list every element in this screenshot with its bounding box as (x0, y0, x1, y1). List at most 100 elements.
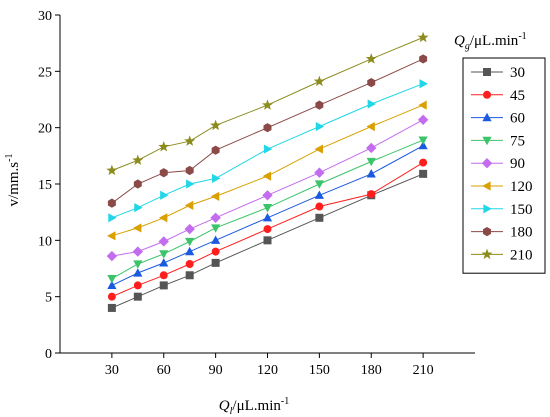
series-150 (108, 79, 428, 223)
data-point (210, 191, 220, 201)
data-point (184, 223, 195, 235)
data-point (419, 169, 428, 178)
legend-label-90: 90 (510, 156, 525, 172)
data-point (367, 190, 376, 199)
y-tick-label: 20 (38, 122, 52, 137)
data-point (366, 169, 376, 178)
y-tick-label: 15 (38, 178, 52, 193)
y-tick-label: 25 (38, 65, 52, 80)
data-point (262, 204, 273, 213)
data-point (158, 213, 168, 223)
y-tick-label: 5 (45, 291, 52, 306)
data-point (417, 31, 429, 43)
y-tick-label: 10 (38, 234, 52, 249)
legend-label-45: 45 (510, 88, 525, 104)
legend-marker-150 (483, 204, 492, 214)
series-120 (107, 100, 427, 241)
data-point (418, 136, 428, 145)
legend-title: Qg/μL.min-1 (454, 31, 527, 52)
legend-marker-90 (481, 158, 493, 169)
data-point (262, 190, 273, 201)
data-point (211, 224, 221, 233)
data-point (314, 167, 325, 178)
data-point (185, 246, 195, 256)
legend-label-60: 60 (510, 111, 525, 127)
series-75 (107, 136, 428, 284)
legend-marker-120 (482, 181, 491, 191)
data-point (262, 213, 273, 222)
data-point (314, 190, 324, 199)
data-point (186, 179, 195, 189)
x-tick-label: 180 (361, 363, 382, 378)
data-point (185, 237, 195, 247)
data-point (185, 165, 194, 176)
series-line-90 (111, 119, 424, 257)
legend-label-75: 75 (510, 133, 525, 149)
series-180 (107, 54, 428, 208)
x-tick-label: 210 (413, 363, 434, 378)
data-point (212, 173, 221, 183)
data-point (159, 258, 169, 267)
x-axis-title: Ql/μL.min-1 (219, 396, 289, 417)
data-point (108, 213, 117, 223)
legend-label-120: 120 (510, 179, 533, 195)
legend-label-30: 30 (510, 65, 525, 81)
y-tick-label: 0 (45, 347, 52, 362)
data-point (159, 271, 168, 280)
data-point (159, 281, 168, 290)
x-tick-label: 90 (209, 363, 223, 378)
data-point (134, 203, 143, 213)
data-point (185, 259, 194, 268)
plot-layer: 0 5 10 15 20 25 30 30 60 90 120 150 180 210 (38, 9, 475, 378)
data-point (160, 190, 169, 200)
data-point (211, 247, 220, 256)
data-point (366, 121, 375, 132)
legend-marker-60 (482, 112, 492, 122)
data-point (158, 141, 170, 152)
legend-label-150: 150 (510, 202, 533, 218)
data-point (367, 78, 376, 88)
data-point (106, 164, 118, 176)
data-point (263, 144, 273, 154)
data-point (159, 250, 169, 259)
data-point (313, 75, 325, 87)
series-210 (106, 31, 429, 176)
data-point (263, 236, 272, 245)
y-tick-label: 30 (38, 9, 52, 24)
data-point (184, 135, 196, 146)
data-point (132, 246, 144, 257)
data-point (133, 292, 142, 301)
data-point (419, 79, 428, 89)
data-point (417, 114, 429, 125)
data-point (418, 140, 428, 150)
legend-marker-30 (483, 68, 491, 76)
y-axis-title: v/mm.s-1 (4, 154, 22, 207)
data-point (185, 271, 194, 280)
legend-marker-180 (483, 227, 491, 237)
data-point (367, 99, 377, 109)
data-point (419, 54, 428, 64)
legend-label-210: 210 (510, 247, 533, 263)
data-point (133, 281, 142, 290)
data-point (211, 145, 220, 155)
legend-marker-75 (482, 136, 492, 146)
x-tick-label: 120 (257, 363, 278, 378)
series-60 (107, 140, 428, 289)
data-point (418, 100, 427, 110)
data-point (107, 303, 116, 312)
data-point (210, 119, 222, 131)
data-point (107, 231, 116, 241)
data-point (133, 179, 142, 189)
data-point (366, 157, 376, 167)
data-point (107, 280, 117, 289)
data-point (315, 213, 324, 222)
x-tick-label: 150 (309, 363, 330, 378)
legend-label-180: 180 (510, 225, 533, 241)
data-point (158, 236, 169, 247)
data-point (315, 100, 324, 110)
data-point (133, 223, 142, 233)
series-45 (107, 158, 428, 301)
data-point (263, 123, 272, 133)
legend-box (462, 57, 546, 274)
